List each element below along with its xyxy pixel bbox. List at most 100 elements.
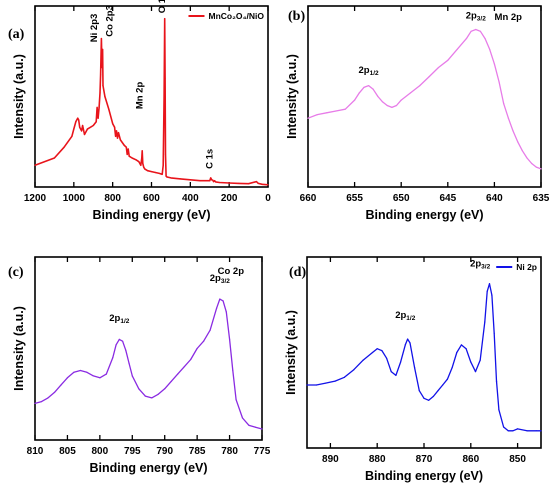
data-point [409,342,411,344]
data-point [112,123,114,125]
x-tick-label: 810 [27,446,44,457]
data-point [189,179,191,181]
panel-title: Co 2p [218,266,245,277]
data-point [117,132,120,134]
x-axis-label: Binding energy (eV) [92,208,210,222]
legend-label: MnCo₂O₄/NiO [208,11,264,21]
data-point [418,390,420,392]
data-point [228,182,230,184]
data-point [358,92,360,94]
data-point [96,106,98,108]
data-point [196,347,198,350]
data-point [78,119,80,121]
data-point [372,88,374,90]
data-point [138,388,140,390]
data-point [447,59,449,61]
data-point [354,99,356,101]
peak-annotation: O 1s [157,0,168,13]
data-point [419,85,421,87]
data-point [362,359,364,361]
data-point [158,172,160,175]
data-point [395,104,398,107]
data-point [97,117,99,119]
x-tick-label: 785 [189,446,206,457]
series-line-0 [34,17,269,186]
x-axis-label: Binding energy (eV) [365,469,483,483]
data-point [315,384,317,386]
data-point [203,340,205,342]
data-point [503,103,505,105]
data-point [446,378,448,380]
data-point [131,375,133,377]
data-point [86,128,89,130]
data-point [335,110,337,112]
data-point [391,106,393,108]
data-point [353,369,355,371]
data-point [267,184,269,186]
data-point [180,178,182,180]
data-point [214,181,217,183]
data-point [377,95,379,98]
data-point [521,150,523,152]
data-point [131,157,133,159]
data-point [150,171,153,173]
data-point [507,117,509,119]
data-point [498,81,500,83]
data-point [86,371,88,373]
data-point [489,48,491,51]
data-point [95,121,97,123]
data-point [79,126,81,128]
data-point [121,340,124,342]
data-point [140,164,142,166]
data-point [128,155,130,157]
data-point [118,338,120,340]
data-point [125,349,127,351]
peak-annotation: 2p3/2 [466,11,487,23]
x-tick-label: 775 [254,446,271,457]
data-point [423,397,425,399]
x-tick-label: 635 [533,193,550,204]
data-point [213,180,215,183]
panel-c: 810 805 800 795 790 785 780 775 Binding energy (… [8,256,271,475]
x-tick-label: 890 [322,454,339,465]
data-point [512,430,514,432]
data-point [209,329,211,331]
x-tick-label: 790 [156,446,173,457]
data-point [343,376,346,378]
x-tick-label: 660 [300,193,317,204]
data-point [484,321,486,323]
legend-label: Ni 2p [516,262,537,272]
y-axis-label: Intensity (a.u.) [284,310,298,395]
data-point [437,390,439,392]
peak-annotation: 2p1/2 [109,313,130,325]
x-tick-label: 1000 [63,193,86,204]
data-point [126,153,128,156]
data-point [247,183,250,185]
data-point [238,182,240,184]
panel-title: Mn 2p [495,12,523,23]
data-point [261,183,263,185]
plot-frame [307,5,542,188]
data-point [92,124,94,127]
data-point [254,426,257,428]
data-point [34,164,36,166]
data-point [531,162,533,165]
peak-annotation: Ni 2p3 [89,14,100,43]
data-point [99,92,101,94]
data-point [367,85,370,87]
data-point [53,391,56,394]
data-point [257,182,259,184]
data-point [101,66,103,69]
data-point [517,428,519,430]
data-point [81,130,83,132]
x-tick-label: 880 [369,454,386,465]
x-tick-label: 805 [59,446,76,457]
panel-letter: (a) [8,27,25,42]
data-point [437,66,440,69]
data-point [493,63,495,65]
data-point [53,157,56,159]
data-point [381,101,384,103]
data-point [495,380,498,382]
data-point [115,344,117,346]
peak-annotation: 2p1/2 [359,65,380,77]
